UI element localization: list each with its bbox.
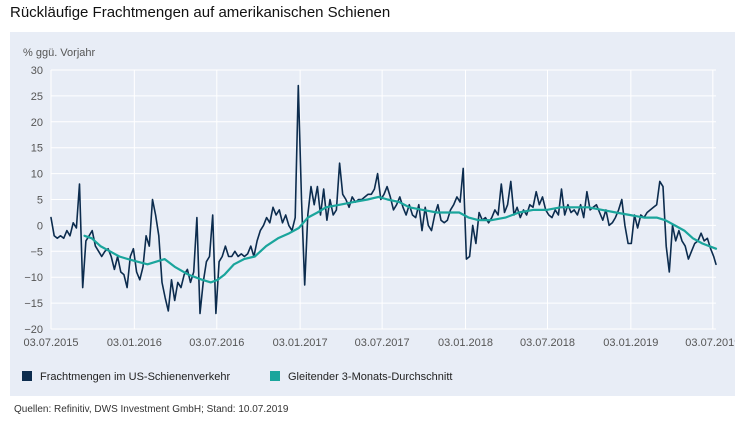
- y-tick-label: 20: [31, 117, 43, 129]
- source-note: Quellen: Refinitiv, DWS Investment GmbH;…: [14, 404, 289, 415]
- y-axis-label: % ggü. Vorjahr: [23, 47, 95, 59]
- x-tick-label: 03.07.2016: [189, 337, 244, 349]
- x-tick-label: 03.01.2019: [603, 337, 658, 349]
- chart-title: Rückläufige Frachtmengen auf amerikanisc…: [10, 4, 391, 21]
- legend-swatch: [270, 371, 280, 381]
- x-tick-label: 03.07.2017: [355, 337, 410, 349]
- y-tick-label: 5: [37, 195, 43, 207]
- x-tick-label: 03.01.2018: [438, 337, 493, 349]
- series-line-gleitender-durchschnitt: [83, 195, 718, 284]
- y-tick-label: 10: [31, 169, 43, 181]
- legend-swatch: [22, 371, 32, 381]
- y-tick-label: 30: [31, 65, 43, 77]
- legend-label: Gleitender 3-Monats-Durchschnitt: [288, 371, 452, 383]
- x-tick-label: 03.07.2019: [685, 337, 735, 349]
- x-tick-label: 03.07.2018: [520, 337, 575, 349]
- y-tick-label: −20: [24, 324, 43, 336]
- legend-label: Frachtmengen im US-Schienenverkehr: [40, 371, 230, 383]
- y-tick-label: −5: [30, 246, 43, 258]
- y-tick-label: −15: [24, 298, 43, 310]
- y-tick-label: 15: [31, 143, 43, 155]
- plot-panel: [10, 32, 735, 396]
- x-tick-label: 03.01.2016: [107, 337, 162, 349]
- y-tick-label: 0: [37, 220, 43, 232]
- x-tick-label: 03.07.2015: [23, 337, 78, 349]
- x-tick-label: 03.01.2017: [273, 337, 328, 349]
- y-tick-label: 25: [31, 91, 43, 103]
- y-tick-label: −10: [24, 272, 43, 284]
